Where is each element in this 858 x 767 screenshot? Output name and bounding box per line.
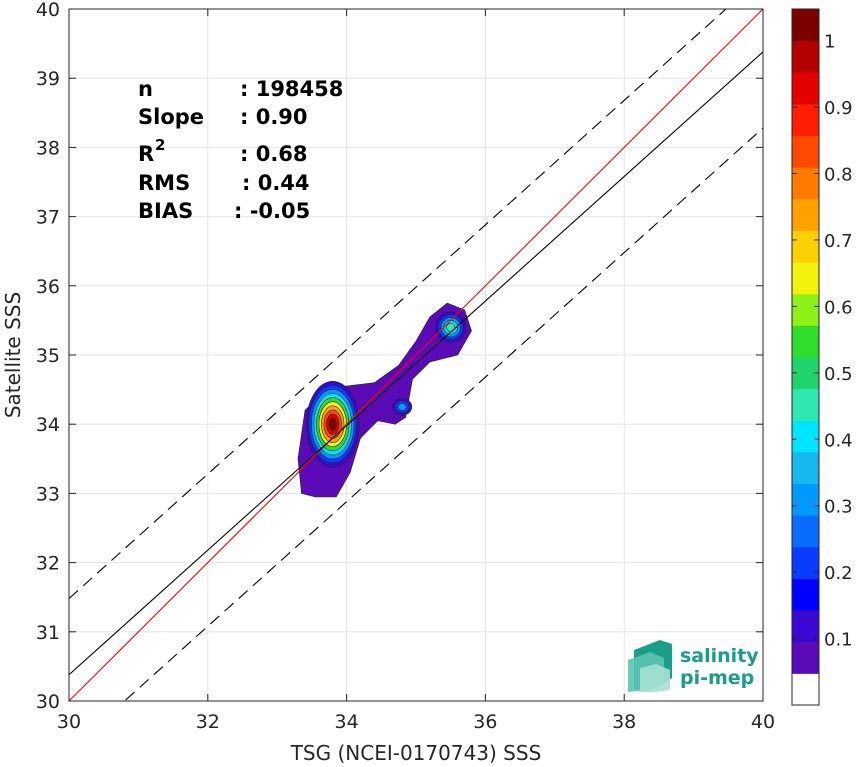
y-tick-label: 38	[36, 137, 60, 159]
colorbar-segment	[792, 135, 819, 168]
colorbar-labels: 0.1 0.2 0.3 0.4 0.5 0.6 0.7 0.8 0.9 1	[792, 32, 853, 651]
logo-line2: pi-mep	[680, 667, 754, 689]
stats-box: n : 198458 Slope : 0.90 R 2 : 0.68 RMS :…	[138, 77, 343, 223]
axis-ticks	[68, 8, 764, 702]
stat-rms-label: RMS	[138, 171, 190, 195]
colorbar-segment	[792, 420, 819, 453]
fit-lines	[69, 9, 763, 701]
y-tick-label: 37	[36, 207, 60, 229]
y-tick-label: 31	[36, 622, 60, 644]
x-axis-title: TSG (NCEI-0170743) SSS	[290, 741, 542, 765]
colorbar-segment	[792, 40, 819, 73]
y-tick-label: 35	[36, 345, 60, 367]
colorbar-segment	[792, 9, 819, 42]
regression-line	[69, 51, 763, 676]
colorbar-segment	[792, 515, 819, 548]
stat-r2-exponent: 2	[155, 136, 165, 154]
stat-bias-label: BIAS	[138, 199, 193, 223]
x-tick-label: 34	[335, 711, 359, 733]
x-tick-label: 32	[196, 711, 220, 733]
colorbar-segment	[792, 578, 819, 611]
stat-r2-value: : 0.68	[240, 142, 308, 166]
colorbar-tick-label: 0.4	[824, 430, 853, 451]
density-contours	[297, 302, 472, 498]
grid	[68, 8, 764, 702]
colorbar-tick-label: 0.2	[824, 563, 853, 584]
colorbar-tick-label: 0.8	[824, 165, 853, 186]
colorbar-segment	[792, 262, 819, 295]
x-tick-labels: 30 32 34 36 38 40	[57, 711, 775, 733]
y-tick-label: 33	[36, 483, 60, 505]
colorbar-segment	[792, 641, 819, 674]
colorbar-tick-label: 1	[824, 32, 835, 53]
stat-n-label: n	[138, 77, 153, 101]
colorbar-segment	[792, 198, 819, 231]
colorbar-tick-label: 0.5	[824, 364, 853, 385]
logo-line1: salinity	[680, 645, 759, 667]
colorbar	[792, 9, 819, 706]
colorbar-segment	[792, 167, 819, 200]
y-tick-label: 36	[36, 276, 60, 298]
colorbar-segment	[792, 483, 819, 516]
y-tick-label: 39	[36, 68, 60, 90]
identity-line	[69, 9, 763, 701]
colorbar-frame	[791, 8, 820, 706]
stat-slope-value: : 0.90	[240, 105, 308, 129]
contour-peak-1-level-10	[328, 417, 337, 431]
stat-n-value: : 198458	[240, 77, 343, 101]
y-tick-label: 34	[36, 414, 60, 436]
colorbar-segment	[792, 451, 819, 485]
x-tick-label: 30	[57, 711, 81, 733]
colorbar-tick-label: 0.1	[824, 630, 853, 651]
y-tick-label: 40	[36, 0, 60, 21]
colorbar-segment	[792, 103, 819, 137]
stat-slope-label: Slope	[138, 105, 204, 129]
colorbar-segment	[792, 546, 819, 579]
contour-peak-3-level-3	[397, 403, 407, 411]
upper-bound-dashed-line	[69, 9, 727, 599]
y-tick-label: 30	[36, 691, 60, 713]
x-tick-label: 40	[751, 711, 775, 733]
colorbar-tick-label: 0.6	[824, 297, 853, 318]
stat-rms-value: : 0.44	[242, 171, 310, 195]
colorbar-segment	[792, 388, 819, 421]
y-tick-labels: 30 31 32 33 34 35 36 37 38 39 40	[36, 0, 60, 713]
colorbar-segment	[792, 325, 819, 358]
stat-r2-label: R	[138, 142, 154, 166]
colorbar-segment	[792, 72, 819, 105]
salinity-pi-mep-logo: salinity pi-mep	[628, 640, 759, 692]
colorbar-tick-label: 0.3	[824, 497, 853, 518]
colorbar-segment	[792, 293, 819, 326]
y-tick-label: 32	[36, 553, 60, 575]
colorbar-tick-label: 0.9	[824, 98, 853, 119]
stat-bias-value: : -0.05	[234, 199, 310, 223]
x-tick-label: 38	[612, 711, 636, 733]
colorbar-segment	[792, 673, 819, 706]
colorbar-tick-label: 0.7	[824, 231, 853, 252]
lower-bound-dashed-line	[123, 127, 763, 701]
x-tick-label: 36	[473, 711, 497, 733]
colorbar-segment	[792, 230, 819, 263]
y-axis-title: Satellite SSS	[1, 292, 25, 418]
colorbar-segment	[792, 610, 819, 643]
wave-logo-icon	[628, 640, 672, 692]
